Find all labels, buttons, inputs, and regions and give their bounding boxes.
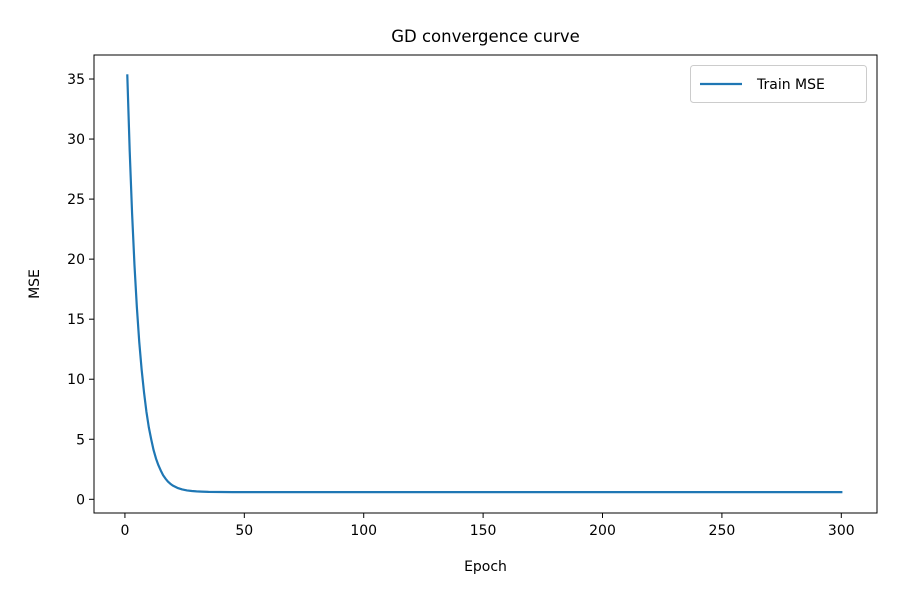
y-tick-label: 10 bbox=[67, 372, 85, 388]
y-tick-label: 5 bbox=[76, 432, 85, 448]
chart-title: GD convergence curve bbox=[391, 27, 580, 46]
plot-area bbox=[126, 74, 843, 494]
x-tick-label: 300 bbox=[828, 523, 855, 539]
x-tick-label: 200 bbox=[589, 523, 616, 539]
y-tick-label: 25 bbox=[67, 192, 85, 208]
y-tick-label: 30 bbox=[67, 132, 85, 148]
x-tick-label: 0 bbox=[120, 523, 129, 539]
series-line-train-mse bbox=[126, 74, 843, 494]
y-tick-label: 20 bbox=[67, 252, 85, 268]
x-tick-label: 100 bbox=[350, 523, 377, 539]
y-tick-label: 35 bbox=[67, 72, 85, 88]
x-axis: 0 50 100 150 200 250 300 bbox=[120, 513, 855, 539]
y-axis-label: MSE bbox=[27, 269, 43, 299]
y-axis: 0 5 10 15 20 25 30 35 bbox=[67, 72, 94, 508]
legend: Train MSE bbox=[690, 65, 867, 103]
y-tick-label: 0 bbox=[76, 492, 85, 508]
legend-label-train-mse: Train MSE bbox=[756, 77, 825, 93]
x-tick-label: 250 bbox=[709, 523, 736, 539]
x-tick-label: 50 bbox=[235, 523, 253, 539]
x-tick-label: 150 bbox=[470, 523, 497, 539]
x-axis-label: Epoch bbox=[464, 559, 507, 575]
plot-frame bbox=[93, 54, 878, 514]
y-tick-label: 15 bbox=[67, 312, 85, 328]
legend-box bbox=[690, 65, 867, 103]
